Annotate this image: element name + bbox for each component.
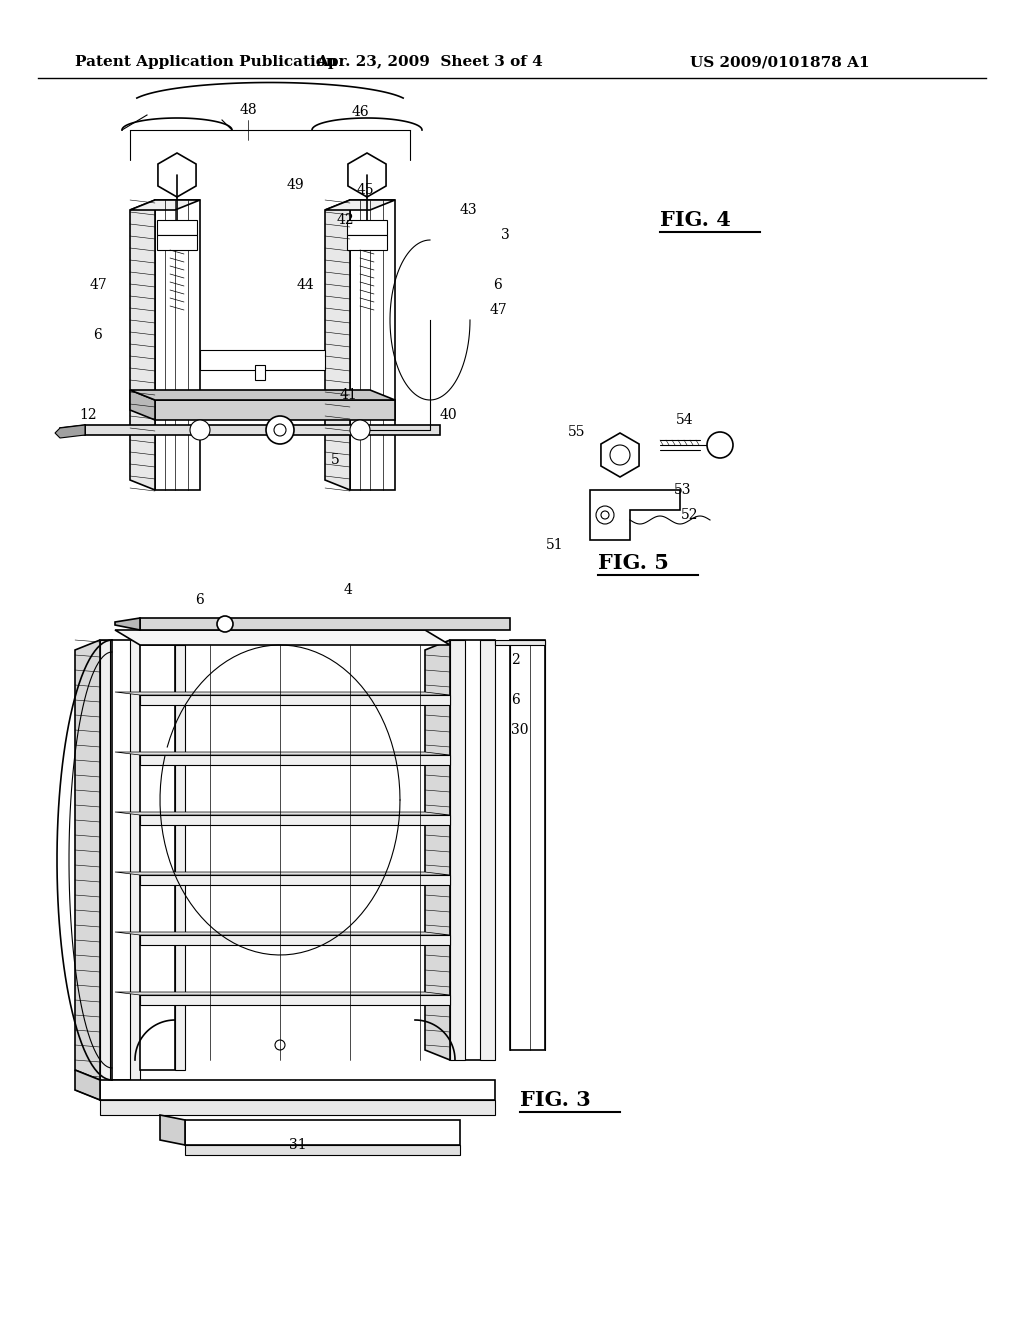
Polygon shape (185, 1144, 460, 1155)
Polygon shape (140, 755, 450, 766)
Polygon shape (140, 645, 175, 1071)
Polygon shape (601, 433, 639, 477)
Text: 45: 45 (356, 183, 374, 197)
Text: 31: 31 (289, 1138, 307, 1152)
Polygon shape (130, 389, 395, 400)
Text: 48: 48 (240, 103, 257, 117)
Polygon shape (75, 640, 100, 1080)
Polygon shape (130, 201, 155, 490)
Polygon shape (100, 640, 110, 1080)
Polygon shape (115, 752, 450, 755)
Circle shape (266, 416, 294, 444)
Polygon shape (425, 640, 450, 1060)
Text: Patent Application Publication: Patent Application Publication (75, 55, 337, 69)
Text: 5: 5 (331, 453, 339, 467)
Polygon shape (160, 1115, 185, 1144)
Polygon shape (255, 366, 265, 380)
Text: 4: 4 (344, 583, 352, 597)
Polygon shape (350, 201, 395, 490)
Polygon shape (590, 490, 680, 540)
Text: 12: 12 (79, 408, 97, 422)
Polygon shape (140, 814, 450, 825)
Text: 2: 2 (511, 653, 519, 667)
Polygon shape (325, 201, 395, 210)
Text: FIG. 4: FIG. 4 (660, 210, 731, 230)
Polygon shape (450, 640, 495, 1060)
Polygon shape (140, 696, 450, 705)
Text: 30: 30 (511, 723, 528, 737)
Polygon shape (140, 995, 450, 1005)
Text: 44: 44 (296, 279, 314, 292)
Text: 6: 6 (511, 693, 519, 708)
Text: 55: 55 (568, 425, 586, 440)
Text: 53: 53 (674, 483, 692, 498)
Text: 47: 47 (89, 279, 106, 292)
Circle shape (350, 420, 370, 440)
Polygon shape (157, 220, 197, 235)
Polygon shape (130, 201, 200, 210)
Polygon shape (115, 993, 450, 995)
Polygon shape (140, 935, 450, 945)
Text: 40: 40 (439, 408, 457, 422)
Polygon shape (175, 645, 185, 1071)
Text: Apr. 23, 2009  Sheet 3 of 4: Apr. 23, 2009 Sheet 3 of 4 (316, 55, 544, 69)
Text: 41: 41 (339, 388, 357, 403)
Polygon shape (75, 1071, 100, 1100)
Polygon shape (100, 1100, 495, 1115)
Polygon shape (115, 618, 140, 630)
Polygon shape (347, 220, 387, 235)
Circle shape (601, 511, 609, 519)
Text: 3: 3 (501, 228, 509, 242)
Text: 52: 52 (681, 508, 698, 521)
Text: 6: 6 (196, 593, 205, 607)
Text: 47: 47 (489, 304, 507, 317)
Polygon shape (325, 201, 350, 490)
Text: 54: 54 (676, 413, 694, 426)
Polygon shape (130, 640, 140, 1080)
Polygon shape (115, 630, 450, 645)
Polygon shape (495, 640, 545, 645)
Text: FIG. 3: FIG. 3 (520, 1090, 591, 1110)
Polygon shape (157, 235, 197, 249)
Text: 6: 6 (494, 279, 503, 292)
Polygon shape (510, 640, 545, 1049)
Circle shape (707, 432, 733, 458)
Polygon shape (155, 400, 395, 420)
Polygon shape (450, 640, 465, 1060)
Polygon shape (115, 932, 450, 935)
Text: US 2009/0101878 A1: US 2009/0101878 A1 (690, 55, 869, 69)
Polygon shape (100, 1080, 495, 1100)
Polygon shape (347, 235, 387, 249)
Text: 51: 51 (546, 539, 564, 552)
Polygon shape (55, 425, 85, 438)
Polygon shape (60, 425, 85, 436)
Polygon shape (100, 640, 140, 1080)
Polygon shape (115, 812, 450, 814)
Polygon shape (115, 873, 450, 875)
Text: 43: 43 (459, 203, 477, 216)
Polygon shape (155, 201, 200, 490)
Polygon shape (85, 425, 440, 436)
Polygon shape (140, 618, 510, 630)
Circle shape (217, 616, 233, 632)
Polygon shape (200, 350, 325, 370)
Text: 46: 46 (351, 106, 369, 119)
Polygon shape (130, 389, 155, 420)
Text: 6: 6 (93, 327, 102, 342)
Circle shape (190, 420, 210, 440)
Polygon shape (480, 640, 495, 1060)
Text: FIG. 5: FIG. 5 (598, 553, 669, 573)
Polygon shape (115, 692, 450, 696)
Polygon shape (185, 1119, 460, 1144)
Polygon shape (140, 875, 450, 884)
Polygon shape (158, 153, 196, 197)
Text: 49: 49 (286, 178, 304, 191)
Text: 42: 42 (336, 213, 354, 227)
Polygon shape (348, 153, 386, 197)
